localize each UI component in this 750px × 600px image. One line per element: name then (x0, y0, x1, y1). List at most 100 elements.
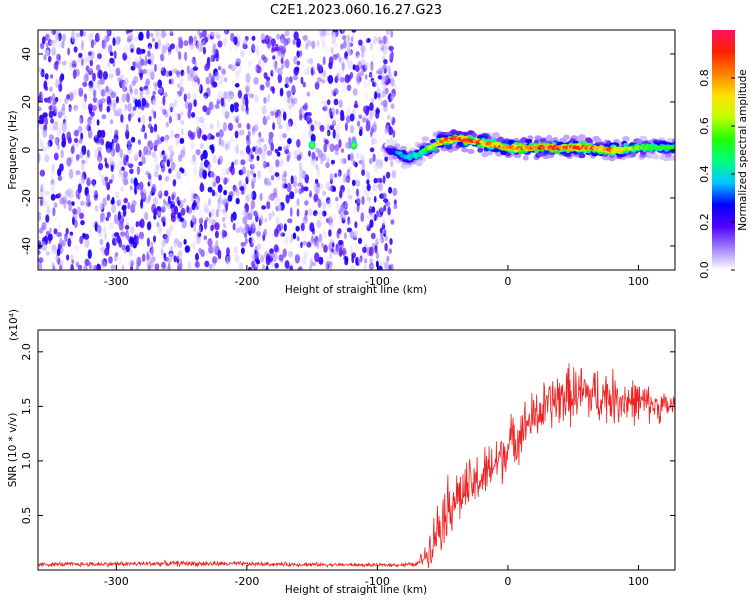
heatmap-cell (262, 115, 268, 126)
heatmap-cell (97, 80, 102, 85)
heatmap-cell (334, 43, 338, 49)
heatmap-cell (366, 224, 371, 232)
heatmap-cell (218, 129, 224, 138)
heatmap-cell (334, 173, 338, 178)
snr-plot-area (38, 330, 675, 570)
heatmap-cell (97, 129, 103, 138)
heatmap-cell (351, 34, 355, 40)
heatmap-cell (165, 136, 169, 144)
heatmap-cell (250, 223, 256, 234)
heatmap-cell (92, 146, 98, 153)
heatmap-cell (42, 129, 48, 138)
heatmap-cell (245, 156, 251, 163)
heatmap-cell (72, 216, 75, 226)
heatmap-cell (168, 252, 175, 260)
heatmap-cell (65, 227, 69, 235)
heatmap-cell (122, 258, 127, 264)
heatmap-cell (53, 152, 59, 161)
heatmap-cell (198, 247, 202, 254)
heatmap-cell (334, 150, 339, 156)
heatmap-cell (78, 52, 83, 58)
heatmap-cell (310, 124, 315, 132)
heatmap-cell (310, 67, 314, 76)
heatmap-cell (563, 134, 570, 140)
heatmap-cell (115, 35, 121, 46)
heatmap-cell (360, 58, 366, 66)
heatmap-cell (60, 149, 64, 158)
heatmap-cell (360, 52, 365, 58)
heatmap-x-tick-label: -300 (104, 275, 129, 288)
heatmap-cell (127, 258, 134, 264)
heatmap-cell (227, 90, 232, 96)
heatmap-cell (318, 103, 322, 110)
heatmap-y-tick-label: -20 (20, 189, 33, 207)
heatmap-cell (356, 202, 360, 213)
heatmap-cell (146, 237, 150, 247)
heatmap-cell (83, 93, 87, 103)
heatmap-cell (335, 196, 339, 202)
heatmap-cell (249, 99, 253, 104)
heatmap-cell (382, 64, 388, 71)
heatmap-cell (293, 175, 298, 184)
heatmap-cell (73, 104, 78, 112)
heatmap-cell (203, 235, 208, 241)
heatmap-cell (199, 143, 205, 149)
heatmap-cell (172, 37, 177, 44)
heatmap-cell (371, 137, 377, 144)
heatmap-cell (305, 114, 311, 122)
heatmap-x-tick-label: -200 (234, 275, 259, 288)
heatmap-cell (268, 112, 273, 119)
heatmap-cell (98, 103, 103, 112)
heatmap-cell (125, 154, 129, 162)
heatmap-cell (50, 260, 56, 266)
heatmap-cell (377, 75, 383, 80)
heatmap-cell (275, 43, 279, 52)
heatmap-cell (364, 74, 368, 80)
heatmap-cell (58, 32, 62, 42)
heatmap-cell (261, 205, 267, 210)
heatmap-cell (59, 75, 63, 84)
heatmap-cell (363, 36, 368, 42)
heatmap-cell (346, 106, 351, 116)
heatmap-cell (158, 87, 163, 94)
heatmap-cell (141, 48, 146, 54)
heatmap-cell (338, 68, 344, 78)
heatmap-cell (233, 36, 238, 45)
heatmap-cell (191, 57, 195, 64)
heatmap-cell (265, 80, 270, 88)
heatmap-cell (255, 55, 260, 64)
heatmap-cell (86, 177, 91, 187)
heatmap-cell (266, 150, 273, 156)
heatmap-cell (50, 169, 56, 176)
heatmap-cell (177, 101, 183, 111)
heatmap-cell (169, 172, 174, 183)
heatmap-cell (133, 177, 138, 188)
heatmap-cell (203, 202, 209, 213)
heatmap-cell (300, 241, 303, 248)
heatmap-cell (212, 244, 218, 254)
heatmap-cell (276, 117, 282, 126)
heatmap-cell (388, 186, 393, 194)
heatmap-cell (224, 111, 230, 119)
heatmap-cell (154, 99, 157, 107)
heatmap-cell (153, 156, 158, 164)
heatmap-cell (96, 224, 102, 234)
heatmap-cell (161, 161, 166, 167)
heatmap-cell (375, 108, 381, 115)
heatmap-cell (326, 199, 332, 208)
heatmap-cell (253, 266, 258, 270)
heatmap-cell (356, 152, 360, 161)
heatmap-cell (197, 42, 201, 52)
heatmap-cell (59, 237, 63, 246)
heatmap-cell (389, 238, 393, 245)
heatmap-cell (202, 30, 207, 39)
heatmap-cell (248, 187, 252, 196)
heatmap-cell (208, 245, 214, 254)
heatmap-cell (95, 99, 100, 109)
heatmap-cell (387, 206, 391, 216)
heatmap-cell (304, 151, 308, 162)
heatmap-cell (231, 161, 235, 169)
heatmap-cell (71, 30, 75, 39)
heatmap-cell (286, 154, 290, 162)
heatmap-cell (245, 110, 250, 116)
